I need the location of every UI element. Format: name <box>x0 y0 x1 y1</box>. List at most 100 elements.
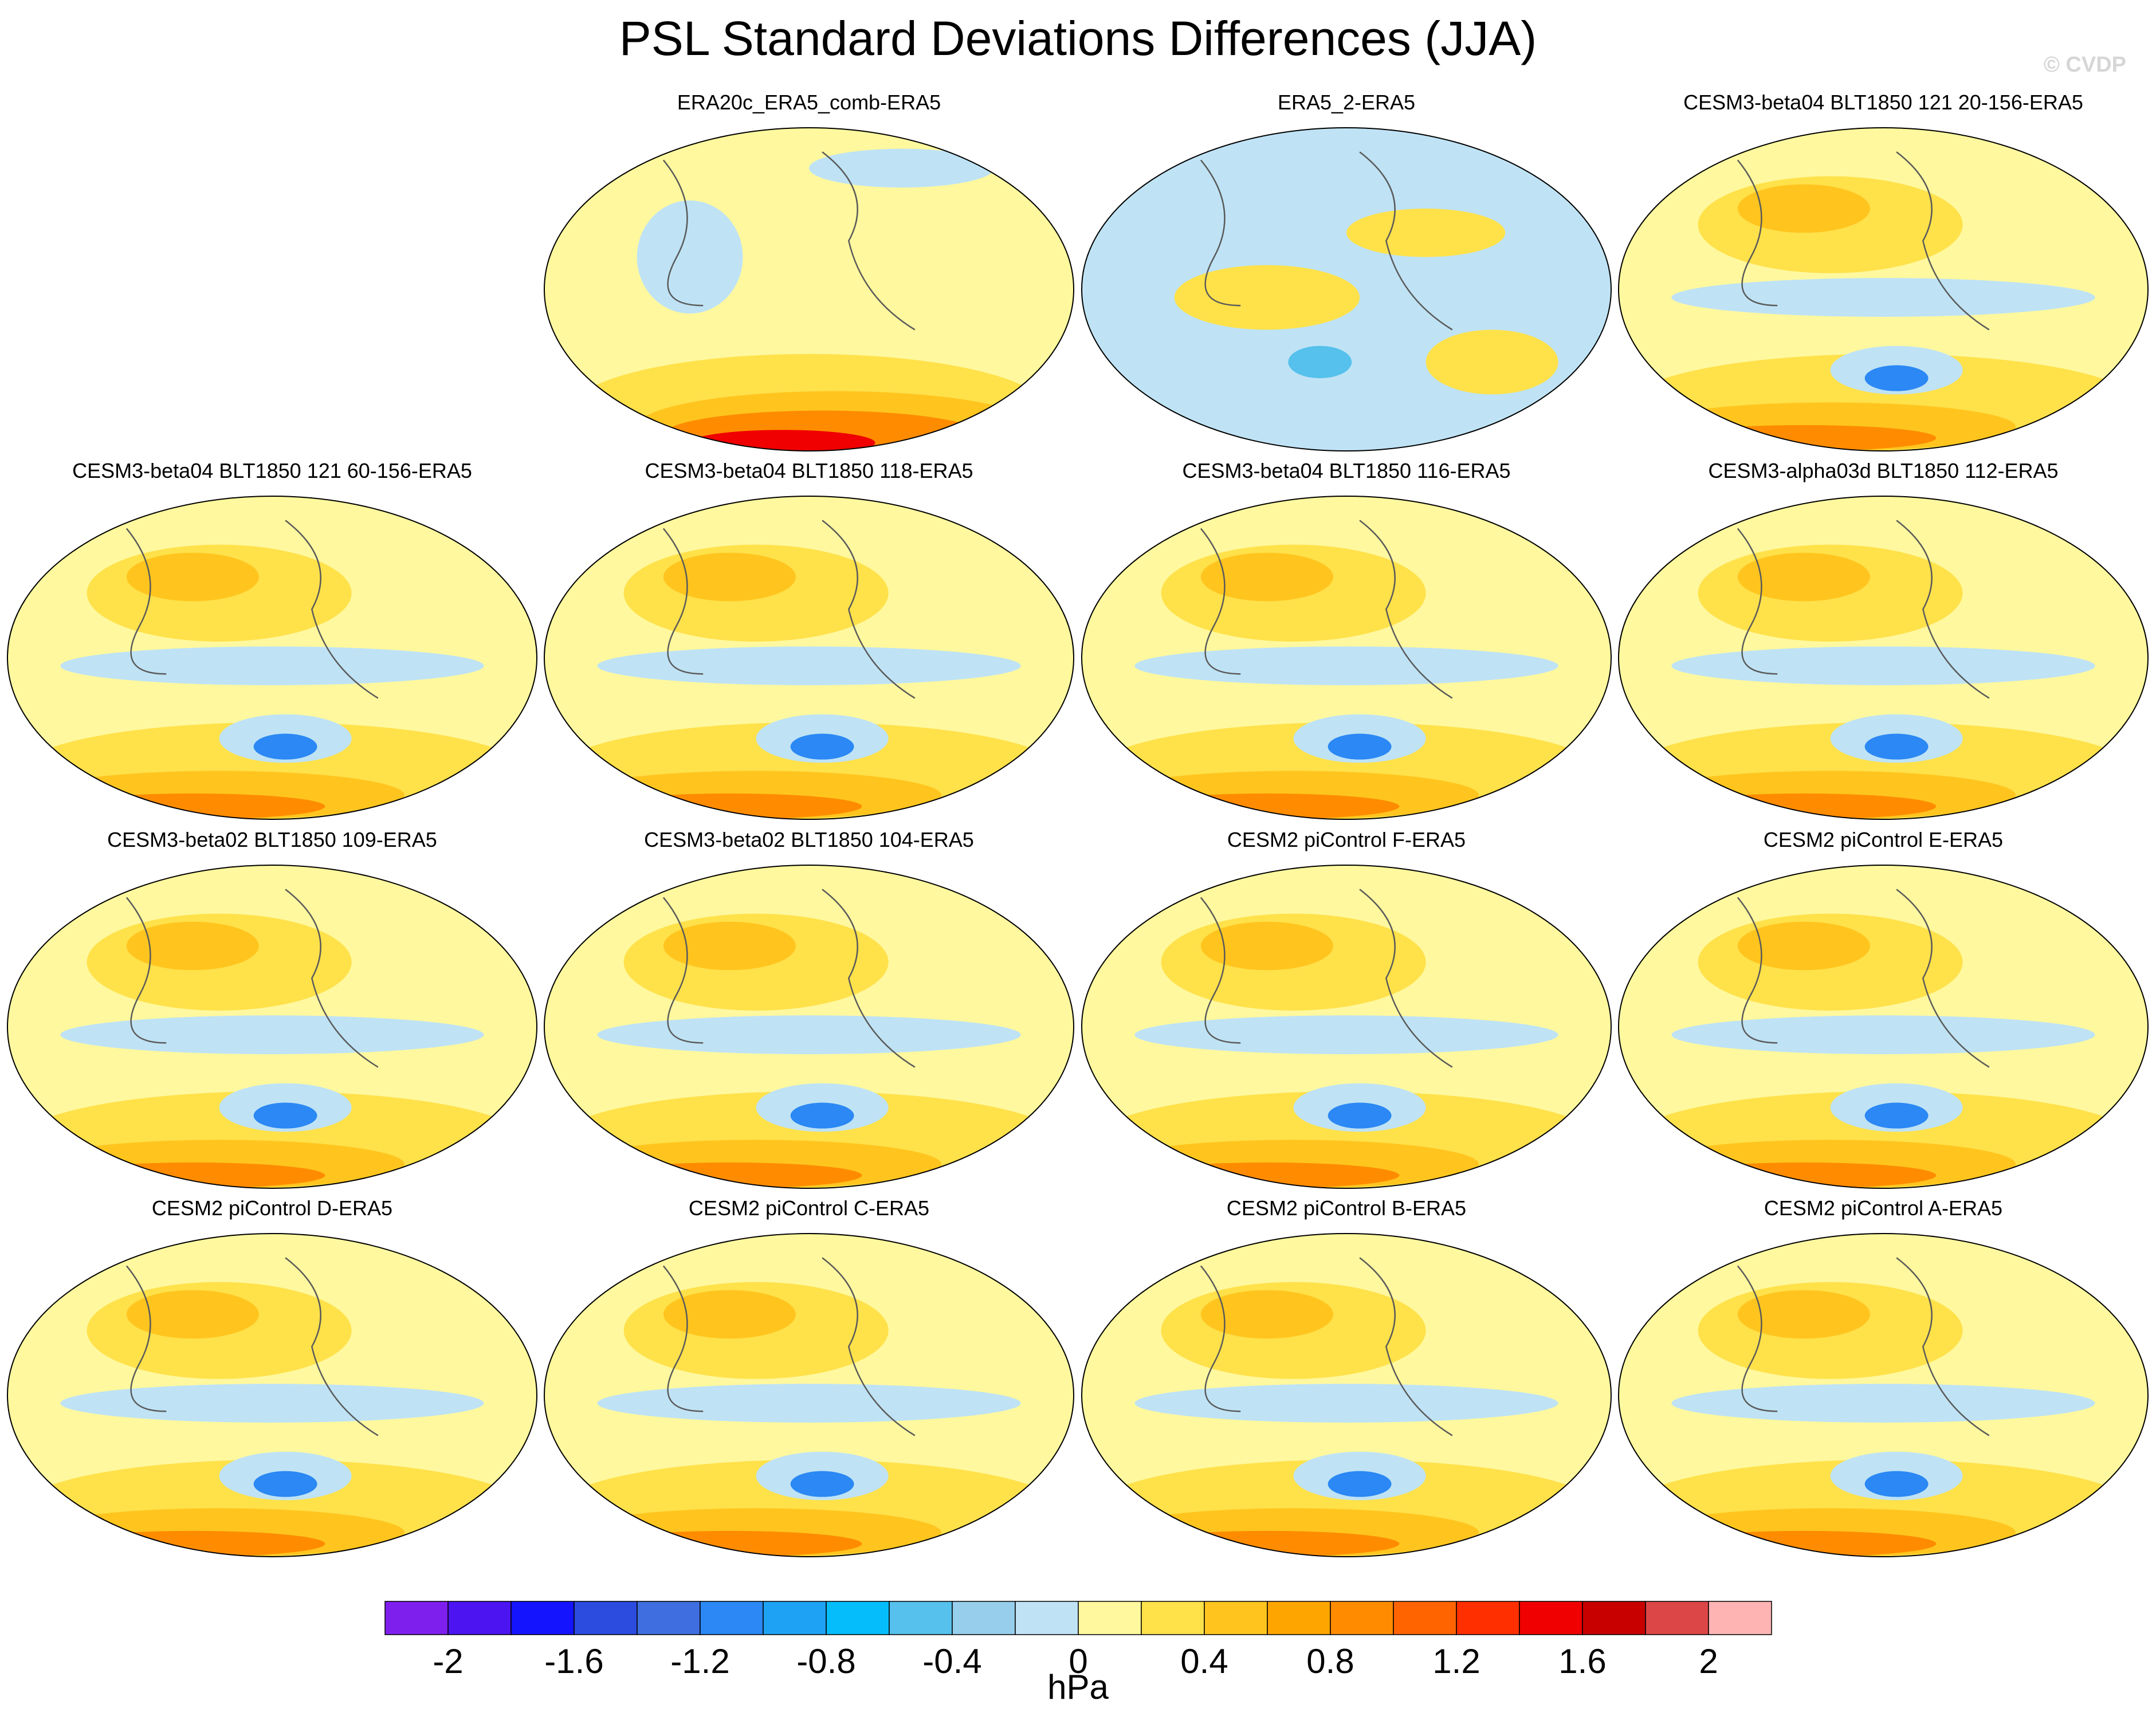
map-panel <box>1081 1233 1612 1557</box>
panel-title: CESM3-beta04 BLT1850 121 60-156-ERA5 <box>72 459 472 482</box>
map-panel <box>1081 865 1612 1189</box>
map-panel <box>1618 496 2149 820</box>
colorbar-swatch <box>1519 1601 1583 1635</box>
coastline <box>822 1257 916 1436</box>
map-border <box>544 1233 1074 1557</box>
coastline <box>662 528 704 675</box>
contour-fill <box>1288 345 1352 379</box>
map-panel <box>1618 1233 2149 1557</box>
figure-title: PSL Standard Deviations Differences (JJA… <box>619 11 1537 65</box>
coastline <box>1896 889 1990 1068</box>
contour-fill <box>663 921 796 971</box>
coastline <box>1896 1257 1990 1436</box>
contour-fill <box>1328 733 1392 760</box>
contour-fill <box>1864 1102 1929 1129</box>
coastline <box>1200 159 1241 307</box>
colorbar-swatch <box>826 1601 890 1635</box>
map-panel <box>1618 865 2149 1189</box>
contour-fill <box>1425 329 1558 395</box>
panel-title: CESM2 piControl B-ERA5 <box>1226 1196 1467 1220</box>
colorbar-tick-label: -0.4 <box>922 1642 982 1680</box>
coastline <box>285 520 379 699</box>
map-border <box>1618 1233 2149 1557</box>
map-panel <box>544 865 1074 1189</box>
coastline <box>1359 520 1453 699</box>
contour-fill <box>809 148 995 188</box>
contour-fill <box>253 1471 317 1497</box>
colorbar-swatch <box>700 1601 764 1635</box>
contour-fill <box>1671 1384 2095 1423</box>
coastline <box>285 1257 379 1436</box>
contour-fill <box>1174 265 1360 330</box>
contour-fill <box>1346 209 1506 257</box>
coastline <box>125 1265 167 1412</box>
panel-title: CESM2 piControl F-ERA5 <box>1227 828 1466 851</box>
map-border <box>1618 127 2149 451</box>
contour-fill <box>1864 365 1929 391</box>
colorbar-tick-label: -2 <box>433 1642 464 1680</box>
panel-title: CESM3-alpha03d BLT1850 112-ERA5 <box>1708 459 2059 482</box>
map-panel <box>544 1233 1074 1557</box>
panel-title: ERA20c_ERA5_comb-ERA5 <box>677 91 941 114</box>
contour-fill <box>1328 1471 1392 1497</box>
colorbar-swatch <box>1267 1601 1331 1635</box>
colorbar-tick-label: 2 <box>1699 1642 1718 1680</box>
map-panel <box>7 496 537 820</box>
map-panel <box>544 496 1074 820</box>
map-border <box>7 496 537 820</box>
colorbar-tick-label: 0 <box>1069 1642 1088 1680</box>
contour-fill <box>790 1471 854 1497</box>
contour-fill <box>60 1015 484 1054</box>
coastline <box>822 520 916 699</box>
colorbar-swatch <box>510 1601 575 1635</box>
coastline <box>662 159 704 307</box>
coastline <box>822 151 916 331</box>
contour-fill <box>253 1102 317 1129</box>
colorbar-swatch <box>1582 1601 1646 1635</box>
panel-title: CESM3-beta02 BLT1850 109-ERA5 <box>107 828 437 851</box>
coastline <box>1896 520 1990 699</box>
panel-title: ERA5_2-ERA5 <box>1277 91 1416 114</box>
panel-title: CESM3-beta04 BLT1850 116-ERA5 <box>1182 459 1511 482</box>
map-border <box>1618 865 2149 1189</box>
panel-title: CESM2 piControl D-ERA5 <box>151 1196 393 1220</box>
colorbar-swatch <box>447 1601 512 1635</box>
colorbar-tick-label: -1.6 <box>544 1642 604 1680</box>
contour-fill <box>1864 733 1929 760</box>
contour-fill <box>1864 1471 1929 1497</box>
contour-fill <box>1328 1102 1392 1129</box>
map-panel <box>1618 127 2149 451</box>
contour-fill <box>1134 1015 1558 1054</box>
panel-title: CESM2 piControl A-ERA5 <box>1764 1196 2003 1220</box>
panel-title: CESM3-beta04 BLT1850 118-ERA5 <box>645 459 973 482</box>
coastline <box>1737 897 1778 1044</box>
coastline <box>1359 1257 1453 1436</box>
coastline <box>1359 151 1453 331</box>
cvdp-watermark: © CVDP <box>2043 53 2126 77</box>
panel-title: CESM2 piControl C-ERA5 <box>688 1196 930 1220</box>
map-border <box>1081 496 1612 820</box>
contour-fill <box>1200 552 1333 602</box>
map-border <box>1081 865 1612 1189</box>
contour-fill <box>60 1384 484 1423</box>
contour-fill <box>1200 921 1333 971</box>
map-border <box>544 127 1074 451</box>
colorbar-tick-label: -0.8 <box>796 1642 856 1680</box>
colorbar-tick-label: 1.2 <box>1432 1642 1480 1680</box>
colorbar-swatch <box>384 1601 449 1635</box>
colorbar-tick-label: 1.6 <box>1558 1642 1607 1680</box>
colorbar-units: hPa <box>1047 1668 1109 1706</box>
map-panel <box>7 1233 537 1557</box>
map-border <box>544 865 1074 1189</box>
colorbar-swatch <box>1015 1601 1079 1635</box>
contour-fill <box>126 552 259 602</box>
panel-title: CESM3-beta04 BLT1850 121 20-156-ERA5 <box>1683 91 2083 114</box>
contour-fill <box>597 1015 1021 1054</box>
contour-fill <box>790 733 854 760</box>
coastline <box>1200 528 1241 675</box>
colorbar-tick-label: -1.2 <box>670 1642 730 1680</box>
coastline <box>1737 1265 1778 1412</box>
map-border <box>7 1233 537 1557</box>
contour-fill <box>1737 1290 1870 1339</box>
